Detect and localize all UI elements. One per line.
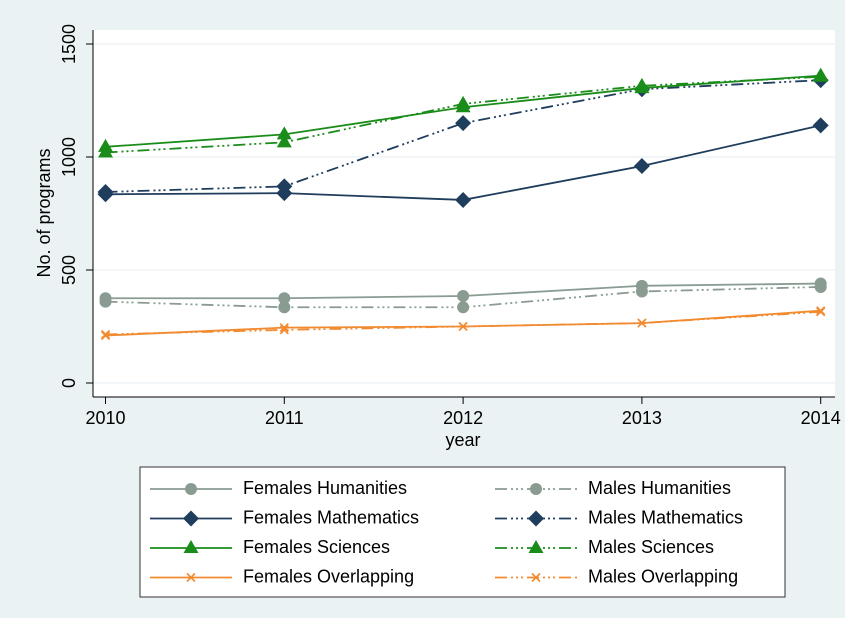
legend-label: Males Overlapping [588,566,738,586]
legend-label: Females Mathematics [243,507,419,527]
legend-label: Males Mathematics [588,507,743,527]
legend-box [139,466,786,598]
y-tick-label: 500 [59,255,79,285]
marker [457,301,470,314]
marker [816,307,826,317]
marker [276,126,292,140]
x-axis-label: year [445,430,480,450]
legend-label: Females Humanities [243,478,407,498]
marker [633,158,650,175]
x-tick-label: 2014 [801,408,841,428]
marker [455,95,471,109]
marker [279,325,289,335]
marker [278,301,291,314]
marker [637,318,647,328]
marker [634,77,650,91]
y-tick-label: 0 [59,378,79,388]
marker [183,510,199,527]
marker [455,115,472,132]
marker [458,321,468,332]
marker [528,540,544,553]
marker [183,540,199,553]
marker [185,483,197,495]
marker [278,292,291,305]
marker [186,572,196,583]
y-tick-label: 1000 [59,137,79,177]
marker [98,144,114,158]
marker [276,134,292,148]
x-tick-label: 2012 [443,408,483,428]
legend-label: Males Humanities [588,478,731,498]
marker [455,191,472,208]
marker [457,289,470,302]
y-axis-label: No. of programs [34,148,54,277]
x-tick-label: 2010 [85,408,125,428]
legend-label: Males Sciences [588,537,714,557]
y-tick-label: 1500 [59,24,79,64]
marker [531,572,541,583]
x-tick-label: 2011 [265,408,304,428]
legend-label: Females Sciences [243,537,390,557]
marker [276,178,293,195]
legend-label: Females Overlapping [243,566,414,586]
marker [812,117,829,134]
marker [99,295,112,308]
marker [530,483,542,495]
marker [100,329,111,339]
marker [635,285,648,298]
plot-area [93,30,835,397]
marker [813,68,829,82]
marker [814,280,827,293]
marker [97,184,114,201]
marker [528,510,544,527]
x-tick-label: 2013 [622,408,662,428]
